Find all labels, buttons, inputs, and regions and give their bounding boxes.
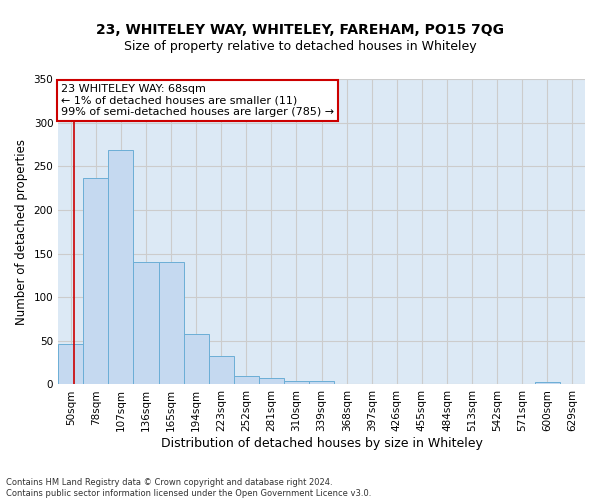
Bar <box>58 344 83 385</box>
Bar <box>158 262 184 384</box>
Bar <box>284 381 309 384</box>
X-axis label: Distribution of detached houses by size in Whiteley: Distribution of detached houses by size … <box>161 437 482 450</box>
Bar <box>309 381 334 384</box>
Bar <box>234 376 259 384</box>
Bar <box>83 178 109 384</box>
Text: 23 WHITELEY WAY: 68sqm
← 1% of detached houses are smaller (11)
99% of semi-deta: 23 WHITELEY WAY: 68sqm ← 1% of detached … <box>61 84 334 117</box>
Bar <box>535 382 560 384</box>
Y-axis label: Number of detached properties: Number of detached properties <box>15 138 28 324</box>
Bar <box>109 150 133 384</box>
Text: Size of property relative to detached houses in Whiteley: Size of property relative to detached ho… <box>124 40 476 53</box>
Bar <box>184 334 209 384</box>
Text: Contains HM Land Registry data © Crown copyright and database right 2024.
Contai: Contains HM Land Registry data © Crown c… <box>6 478 371 498</box>
Bar <box>209 356 234 384</box>
Bar <box>133 262 158 384</box>
Bar <box>259 378 284 384</box>
Text: 23, WHITELEY WAY, WHITELEY, FAREHAM, PO15 7QG: 23, WHITELEY WAY, WHITELEY, FAREHAM, PO1… <box>96 22 504 36</box>
